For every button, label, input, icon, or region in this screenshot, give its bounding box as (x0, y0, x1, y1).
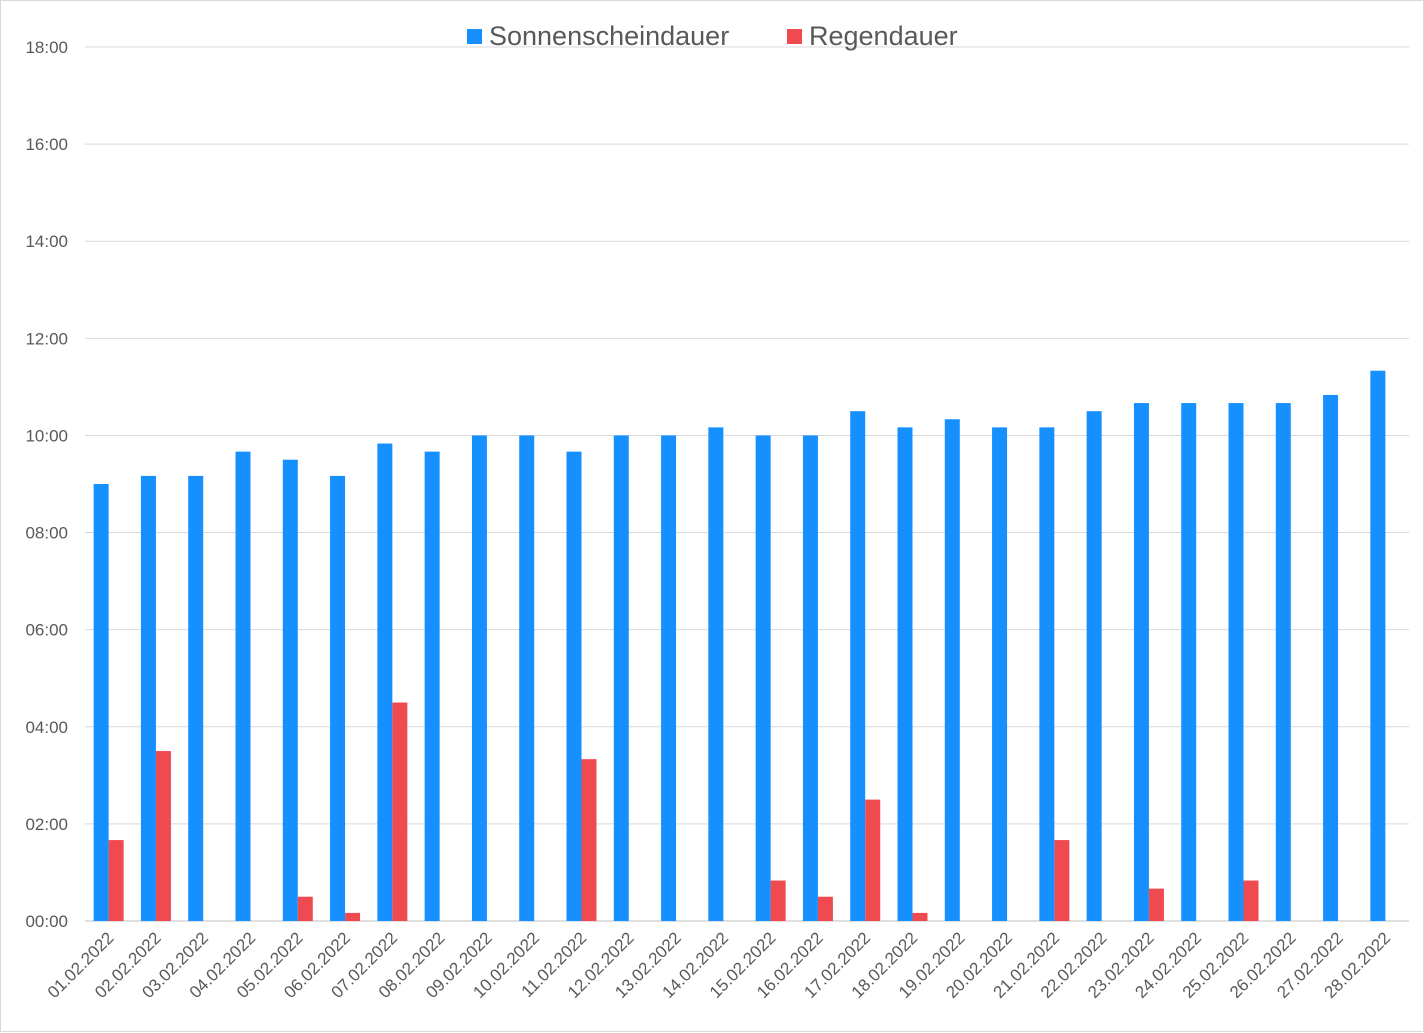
bar-sunshine (708, 427, 724, 921)
bar-sunshine (188, 475, 204, 921)
bar-sunshine (613, 435, 629, 921)
bar-rain (912, 912, 928, 921)
bar-rain (581, 759, 597, 921)
bar-rain (108, 840, 124, 921)
y-tick-label: 10:00 (25, 426, 68, 445)
bar-rain (155, 751, 171, 921)
bar-sunshine (1370, 370, 1386, 921)
bar-rain (817, 896, 833, 921)
legend: Sonnenscheindauer Regendauer (467, 21, 958, 51)
y-tick-label: 00:00 (25, 912, 68, 931)
x-axis-tick-labels: 01.02.202202.02.202203.02.202204.02.2022… (44, 928, 1394, 1002)
y-axis-tick-labels: 00:00 02:00 04:00 06:00 08:00 10:00 12:00 14:00… (25, 38, 68, 931)
bar-sunshine (1086, 411, 1102, 921)
bar-sunshine (282, 459, 298, 921)
bar-sunshine (471, 435, 487, 921)
bar-sunshine (377, 443, 393, 921)
bar-sunshine (140, 475, 156, 921)
bars (93, 370, 1386, 922)
bar-rain (865, 799, 881, 921)
legend-label: Regendauer (809, 21, 958, 51)
bar-sunshine (424, 451, 440, 921)
bar-sunshine (330, 475, 346, 921)
bar-rain (770, 880, 786, 921)
y-tick-label: 02:00 (25, 815, 68, 834)
legend-swatch (467, 29, 482, 44)
bar-sunshine (566, 451, 582, 921)
bar-sunshine (661, 435, 677, 921)
bar-sunshine (519, 435, 535, 921)
bar-rain (392, 702, 408, 921)
bar-sunshine (850, 411, 866, 921)
bar-sunshine (944, 419, 960, 921)
y-tick-label: 04:00 (25, 718, 68, 737)
bar-sunshine (802, 435, 818, 921)
bar-sunshine (93, 484, 109, 921)
bar-sunshine (1228, 403, 1244, 921)
y-tick-label: 18:00 (25, 38, 68, 57)
y-tick-label: 14:00 (25, 232, 68, 251)
bar-sunshine (755, 435, 771, 921)
y-tick-label: 16:00 (25, 135, 68, 154)
bar-rain (297, 896, 313, 921)
bar-sunshine (1323, 394, 1339, 922)
bar-rain (1148, 888, 1164, 921)
gridlines (85, 46, 1409, 922)
bar-sunshine (1133, 403, 1149, 921)
bar-sunshine (1275, 403, 1291, 921)
bar-rain (345, 912, 361, 921)
y-tick-label: 08:00 (25, 524, 68, 543)
bar-sunshine (992, 427, 1008, 921)
bar-sunshine (1181, 403, 1197, 921)
bar-sunshine (235, 451, 251, 921)
bar-rain (1243, 880, 1259, 921)
bar-sunshine (897, 427, 913, 921)
y-tick-label: 06:00 (25, 621, 68, 640)
legend-label: Sonnenscheindauer (489, 21, 729, 51)
y-tick-label: 12:00 (25, 329, 68, 348)
bar-sunshine (1039, 427, 1055, 921)
bar-rain (1054, 840, 1070, 921)
legend-swatch (787, 29, 802, 44)
